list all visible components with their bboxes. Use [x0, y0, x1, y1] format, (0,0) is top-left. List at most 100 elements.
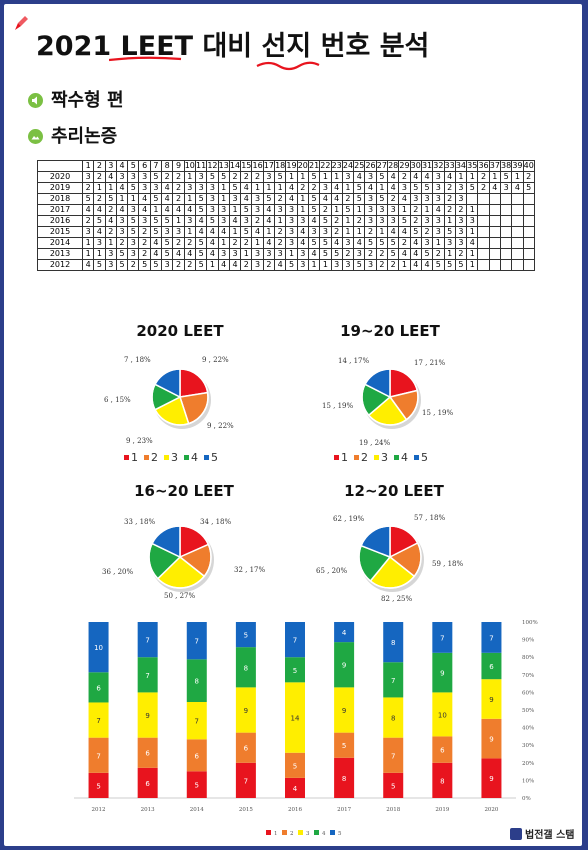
- legend-label: 5: [338, 831, 342, 837]
- answer-cell: [522, 259, 535, 271]
- bar-data-label: 5: [96, 782, 100, 790]
- legend-swatch: [266, 830, 271, 835]
- legend-label: 4: [191, 451, 198, 464]
- bar-segment-5: [334, 622, 355, 643]
- y-tick-label: 50%: [522, 708, 534, 714]
- year-cell: 2012: [37, 259, 83, 271]
- bar-data-label: 6: [489, 663, 494, 671]
- bar-data-label: 7: [489, 634, 493, 642]
- bar-segment-4: [383, 662, 404, 698]
- answer-cell: 1: [206, 259, 219, 271]
- pie-data-label: 50 , 27%: [164, 592, 196, 600]
- answer-cell: 2: [127, 259, 140, 271]
- bar-data-label: 7: [244, 777, 248, 785]
- bar-segment-4: [334, 642, 355, 688]
- bar-data-label: 5: [391, 782, 395, 790]
- bar-segment-3: [235, 687, 256, 733]
- x-tick-label: 2016: [288, 807, 302, 813]
- pie-data-label: 82 , 25%: [381, 595, 413, 603]
- pie-data-label: 17 , 21%: [414, 359, 446, 367]
- legend-label: 5: [421, 451, 428, 464]
- pie-data-label: 9 , 22%: [207, 422, 234, 430]
- pie-title: 2020 LEET: [136, 322, 224, 340]
- x-tick-label: 2015: [239, 807, 253, 813]
- bar-segment-1: [285, 777, 305, 798]
- y-tick-label: 90%: [522, 638, 534, 644]
- bar-data-label: 8: [342, 775, 346, 783]
- table-row: 2012 4 5 3 5 2 5 5 3 2 2 5 1 4 4 2 3 2 4 5 3 1 1 3 3 5 3 2 2 1 4 4 5 5 5 1: [37, 259, 535, 271]
- question-number: 40: [522, 160, 535, 172]
- bar-data-label: 9: [489, 775, 493, 783]
- pie-rim: [358, 525, 422, 589]
- section-even-type: 짝수형 편: [28, 86, 124, 112]
- legend-label: 5: [211, 451, 218, 464]
- bar-segment-4: [481, 652, 502, 680]
- bar-segment-3: [383, 697, 404, 738]
- title-underlines: [109, 56, 320, 71]
- bar-data-label: 8: [244, 664, 248, 672]
- bar-segment-4: [137, 657, 158, 693]
- speaker-icon: [28, 93, 43, 108]
- bar-segment-2: [285, 752, 305, 778]
- legend-label: 1: [341, 451, 348, 464]
- pie-rim: [151, 368, 209, 426]
- legend-label: 4: [322, 831, 326, 837]
- y-tick-label: 40%: [522, 726, 534, 732]
- legend-label: 1: [274, 831, 278, 837]
- bar-data-label: 5: [195, 782, 199, 790]
- bar-segment-2: [88, 737, 109, 773]
- answer-cell: 2: [375, 259, 389, 271]
- bar-segment-3: [481, 679, 502, 719]
- legend-swatch: [314, 830, 319, 835]
- bar-segment-5: [235, 622, 256, 648]
- bar-segment-2: [137, 737, 158, 768]
- bar-data-label: 9: [342, 707, 346, 715]
- section-label: 짝수형 편: [51, 90, 124, 111]
- bar-data-label: 8: [440, 777, 444, 785]
- bar-data-label: 7: [195, 718, 199, 726]
- legend-swatch: [164, 455, 169, 460]
- legend-swatch: [124, 455, 129, 460]
- bar-data-label: 7: [96, 752, 100, 760]
- answer-cell: 2: [522, 171, 535, 183]
- pie-data-label: 19 , 24%: [359, 439, 391, 447]
- pie-data-label: 59 , 18%: [432, 560, 464, 568]
- bar-segment-3: [88, 702, 109, 738]
- answer-table: 1 2 3 4 5 6 7 8 9 10 11 12 13 14 15 16 17 18 19 20 21 22 23 24 2…: [37, 160, 535, 271]
- bar-data-label: 10: [438, 711, 447, 719]
- bar-data-label: 7: [391, 752, 395, 760]
- y-tick-label: 30%: [522, 743, 534, 749]
- answer-cell: 3: [330, 259, 343, 271]
- legend-swatch: [374, 455, 379, 460]
- pie-charts: [148, 368, 424, 592]
- pie-data-label: 32 , 17%: [234, 566, 266, 574]
- bar-data-label: 9: [244, 707, 248, 715]
- legend-label: 2: [290, 831, 294, 837]
- bar-data-label: 10: [94, 644, 103, 652]
- bar-segment-5: [88, 622, 109, 673]
- bar-segment-5: [137, 622, 158, 658]
- bar-data-label: 14: [291, 715, 300, 723]
- bar-data-label: 9: [489, 696, 493, 704]
- bar-segment-4: [88, 672, 109, 703]
- legend-swatch: [354, 455, 359, 460]
- bar-data-label: 6: [145, 750, 150, 758]
- x-tick-label: 2012: [92, 807, 106, 813]
- bar-data-label: 7: [96, 717, 100, 725]
- bar-data-label: 6: [96, 684, 101, 692]
- answer-cell: 4: [217, 259, 230, 271]
- legend-label: 3: [171, 451, 178, 464]
- bar-segment-2: [186, 739, 207, 772]
- table-row: 2018 5 2 5 1 1 4 5 4 2 1 5 3 1 3 4 3 5 2 4 1 5 4 4 2 5 3 5 2 4 3 3 3 2 3: [37, 193, 535, 205]
- y-tick-label: 20%: [522, 761, 534, 767]
- x-tick-label: 2018: [386, 807, 400, 813]
- section-label: 추리논증: [51, 126, 118, 147]
- bar-segment-1: [88, 772, 109, 798]
- answer-cell: 5: [115, 259, 129, 271]
- bar-segment-4: [432, 652, 453, 693]
- bar-data-label: 8: [391, 639, 395, 647]
- bar-segment-3: [334, 687, 355, 733]
